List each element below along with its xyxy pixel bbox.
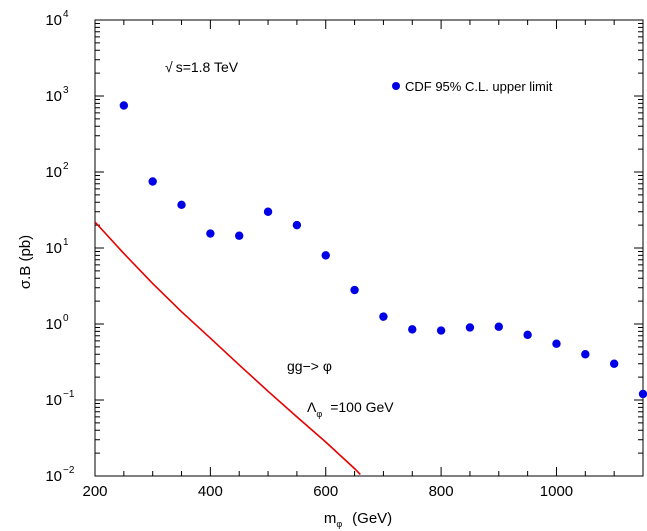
y-tick-exponent: 0 <box>63 313 69 324</box>
legend-label: CDF 95% C.L. upper limit <box>405 79 553 94</box>
x-tick-labels: 200 400 600 800 1000 <box>82 483 573 500</box>
axis-ticks <box>94 19 644 477</box>
y-tick-exponent: 1 <box>63 237 69 248</box>
data-point <box>436 326 446 335</box>
x-label-unit: (GeV) <box>352 510 392 527</box>
data-point <box>263 207 273 216</box>
y-tick-exponent: 3 <box>63 85 69 96</box>
lambda-symbol: Λ <box>307 399 317 415</box>
y-tick-exponent: −1 <box>63 389 75 400</box>
energy-text: s=1.8 TeV <box>176 59 239 75</box>
data-point <box>119 101 129 110</box>
x-axis-label: mφ (GeV) <box>324 510 392 529</box>
data-point <box>638 389 647 399</box>
theory-curve-group <box>94 221 361 475</box>
data-point <box>465 323 475 332</box>
data-point <box>206 229 215 238</box>
data-point <box>321 251 330 260</box>
data-point <box>552 339 561 348</box>
x-tick-label: 400 <box>198 483 223 500</box>
y-tick-label: 103 <box>45 85 69 105</box>
y-tick-exponent: 4 <box>63 9 69 20</box>
y-tick-exponent: −2 <box>63 465 75 476</box>
y-tick-label: 10−1 <box>45 389 75 409</box>
process-annotation: gg−> φ <box>287 358 332 374</box>
y-tick-label: 101 <box>45 237 69 257</box>
cdf-limit-points-group <box>119 101 647 399</box>
y-axis-label: σ.B (pb) <box>17 235 34 289</box>
lambda-subscript: φ <box>316 409 322 419</box>
x-tick-label: 200 <box>82 483 107 500</box>
lambda-annotation: Λφ =100 GeV <box>307 399 394 419</box>
data-point <box>292 220 302 230</box>
data-point <box>177 200 186 210</box>
y-tick-label: 104 <box>45 9 69 29</box>
data-point <box>379 312 388 321</box>
data-point <box>408 325 417 334</box>
lambda-value: =100 GeV <box>330 399 394 415</box>
data-point <box>148 177 157 186</box>
x-tick-label: 800 <box>429 483 454 500</box>
y-tick-label: 100 <box>45 313 69 333</box>
data-point <box>581 350 590 359</box>
x-tick-label: 600 <box>313 483 338 500</box>
data-point <box>609 359 619 368</box>
y-tick-label: 102 <box>45 161 69 181</box>
data-point <box>523 330 532 340</box>
y-tick-label: 10−2 <box>45 465 75 485</box>
x-label-main: m <box>324 510 337 527</box>
data-point <box>235 231 244 240</box>
energy-annotation: √ s=1.8 TeV <box>165 59 239 75</box>
data-point <box>350 285 359 295</box>
x-tick-label: 1000 <box>540 483 573 500</box>
legend-marker <box>392 82 400 90</box>
data-point <box>494 322 503 331</box>
x-label-subscript: φ <box>336 519 342 529</box>
sqrt-symbol: √ <box>165 59 173 75</box>
y-tick-exponent: 2 <box>63 161 69 172</box>
theory-curve-line <box>94 221 361 475</box>
